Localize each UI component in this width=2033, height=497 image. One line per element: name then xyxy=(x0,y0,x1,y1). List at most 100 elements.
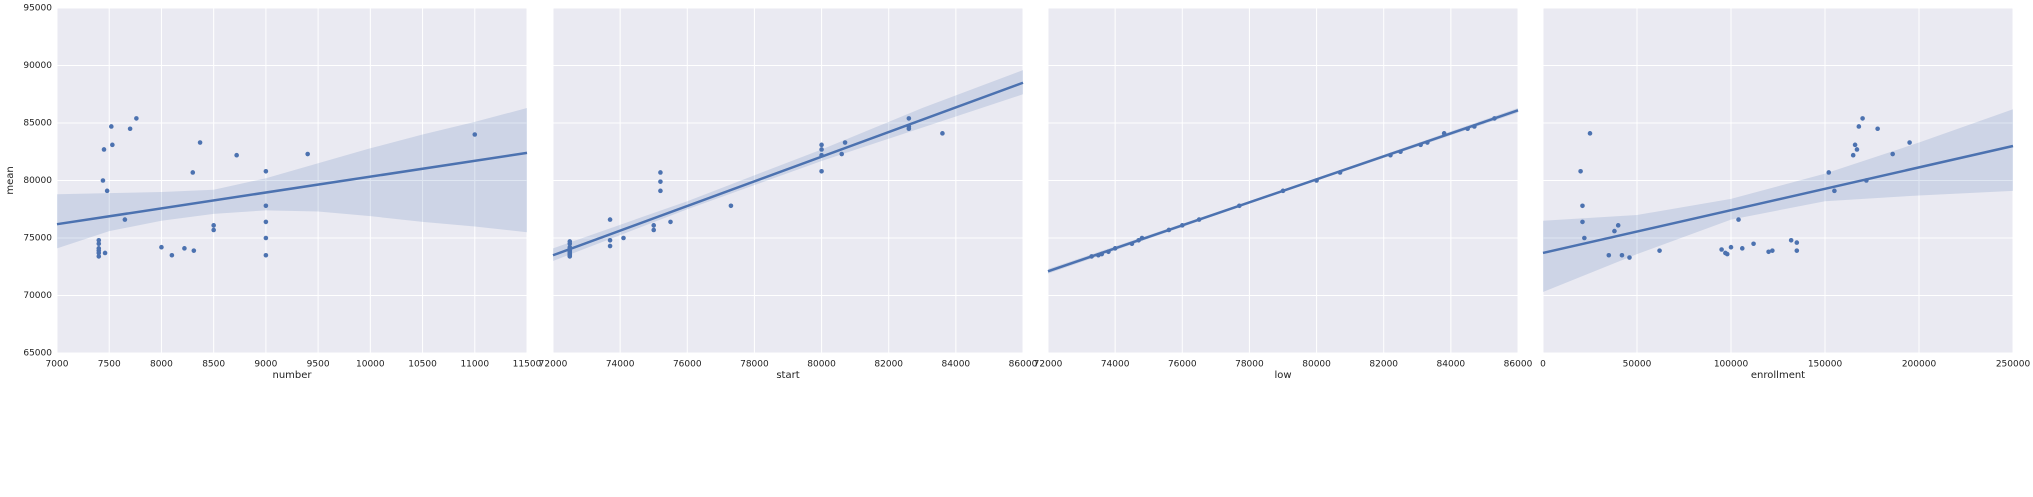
y-tick-label: 95000 xyxy=(23,4,52,14)
y-tick-label: 65000 xyxy=(23,349,52,359)
data-point xyxy=(211,223,216,228)
data-point xyxy=(127,126,133,132)
x-tick-label: 100000 xyxy=(1714,360,1749,370)
x-tick-label: 10000 xyxy=(356,360,385,370)
x-tick-label: 9500 xyxy=(307,360,330,370)
data-point xyxy=(191,248,197,253)
data-point xyxy=(102,250,108,256)
x-tick-label: 82000 xyxy=(1369,360,1398,370)
y-tick-label: 90000 xyxy=(23,61,52,71)
x-axis-label: enrollment xyxy=(1751,370,1805,381)
data-point xyxy=(1875,126,1880,132)
data-point xyxy=(658,170,663,175)
data-point xyxy=(1587,131,1593,136)
data-point xyxy=(1826,170,1832,175)
data-point xyxy=(1657,248,1662,253)
x-tick-label: 80000 xyxy=(1302,360,1331,370)
x-tick-label: 84000 xyxy=(942,360,971,370)
x-tick-label: 250000 xyxy=(1996,360,2031,370)
regression-line xyxy=(1047,109,1519,273)
data-point xyxy=(842,140,848,145)
regression-line xyxy=(552,81,1024,257)
data-point xyxy=(109,124,114,129)
data-point xyxy=(1739,246,1745,251)
x-tick-label: 74000 xyxy=(606,360,635,370)
data-point xyxy=(819,147,824,152)
y-tick-label: 85000 xyxy=(23,119,52,129)
data-point xyxy=(190,170,196,175)
data-point xyxy=(134,116,139,121)
x-tick-label: 84000 xyxy=(1437,360,1466,370)
data-point xyxy=(819,169,824,174)
data-point xyxy=(96,241,102,247)
x-tick-label: 86000 xyxy=(1009,360,1038,370)
data-point xyxy=(1860,116,1865,121)
data-point xyxy=(668,219,673,225)
data-point xyxy=(1582,235,1587,241)
y-tick-label: 80000 xyxy=(23,176,52,186)
data-point xyxy=(96,254,102,259)
regression-line xyxy=(1542,144,2014,255)
data-point xyxy=(211,227,216,233)
x-tick-label: 7000 xyxy=(46,360,69,370)
x-tick-label: 200000 xyxy=(1902,360,1937,370)
data-point xyxy=(263,169,269,174)
data-point xyxy=(1619,252,1625,258)
x-tick-label: 50000 xyxy=(1623,360,1652,370)
data-point xyxy=(472,132,478,137)
data-point xyxy=(1724,251,1730,257)
data-point xyxy=(621,235,626,241)
data-point xyxy=(940,131,945,136)
x-tick-label: 8000 xyxy=(150,360,173,370)
data-point xyxy=(1854,147,1860,152)
data-point xyxy=(110,142,115,148)
y-axis-label: mean xyxy=(5,166,16,194)
data-point xyxy=(101,147,107,152)
y-tick-label: 75000 xyxy=(23,234,52,244)
data-point xyxy=(1615,223,1621,228)
data-point xyxy=(104,188,110,194)
x-tick-label: 10500 xyxy=(408,360,437,370)
data-point xyxy=(567,239,573,244)
x-axis-label: low xyxy=(1274,370,1291,381)
data-point xyxy=(607,217,613,222)
x-tick-label: 150000 xyxy=(1808,360,1843,370)
regression-line xyxy=(56,151,528,226)
data-point xyxy=(100,178,106,183)
data-point xyxy=(1578,169,1583,174)
data-point xyxy=(1719,247,1724,252)
x-tick-label: 7500 xyxy=(98,360,121,370)
x-tick-label: 78000 xyxy=(1235,360,1264,370)
data-point xyxy=(96,238,102,243)
x-tick-label: 82000 xyxy=(874,360,903,370)
x-tick-label: 0 xyxy=(1540,360,1546,370)
data-point xyxy=(1907,140,1912,145)
data-point xyxy=(1580,219,1585,225)
data-point xyxy=(728,203,734,209)
data-point xyxy=(1627,255,1632,260)
x-tick-label: 86000 xyxy=(1504,360,1533,370)
x-tick-label: 11500 xyxy=(513,360,542,370)
data-point xyxy=(658,188,663,194)
data-point xyxy=(1606,252,1612,258)
x-tick-label: 78000 xyxy=(740,360,769,370)
data-point xyxy=(169,252,175,258)
x-axis-label: start xyxy=(776,370,799,381)
x-tick-label: 76000 xyxy=(673,360,702,370)
data-point xyxy=(1852,142,1858,148)
x-tick-label: 72000 xyxy=(1034,360,1063,370)
x-tick-label: 72000 xyxy=(539,360,568,370)
data-point xyxy=(305,151,310,157)
data-point xyxy=(1728,244,1734,250)
data-point xyxy=(182,246,187,251)
data-point xyxy=(651,227,657,233)
data-point xyxy=(1580,203,1585,209)
x-tick-label: 9000 xyxy=(254,360,277,370)
data-point xyxy=(1751,241,1756,247)
data-point xyxy=(839,151,845,157)
data-point xyxy=(263,235,269,241)
data-point xyxy=(197,140,203,145)
y-tick-label: 70000 xyxy=(23,291,52,301)
